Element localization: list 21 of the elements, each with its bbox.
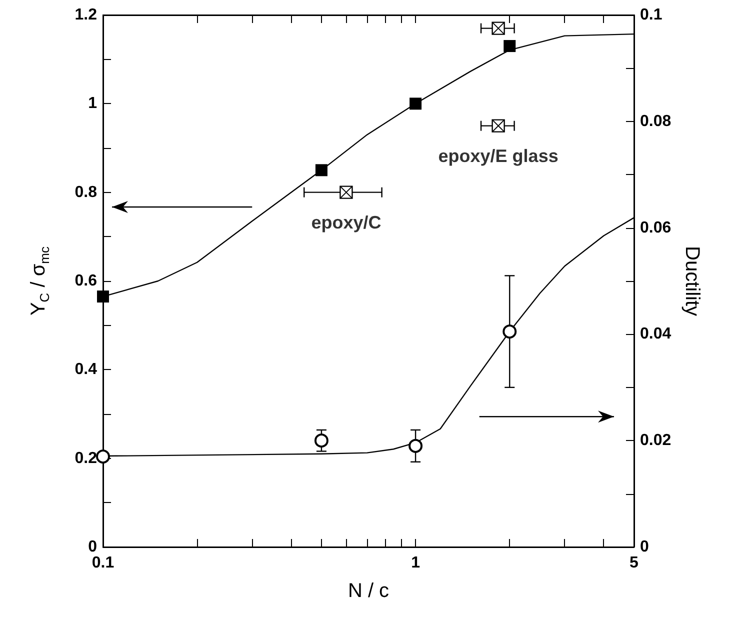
y-tick-label: 0	[88, 538, 98, 556]
y2-axis-title: Ductility	[681, 246, 704, 316]
y2-tick-label: 0.02	[640, 432, 672, 450]
y2-tick-label: 0.08	[640, 112, 672, 130]
y-tick-label: 0.8	[74, 184, 98, 201]
y2-tick-label: 0.04	[640, 326, 672, 343]
y-tick-label: 0.2	[74, 450, 98, 467]
series-label: epoxy/C	[311, 212, 382, 232]
y2-tick-label: 0.06	[640, 219, 672, 236]
y2-tick-label: 0.1	[640, 6, 662, 24]
y-tick-label: 1.2	[74, 6, 98, 24]
x-tick-label: 1	[411, 554, 420, 572]
y-tick-label: 1	[88, 95, 98, 112]
y-tick-label: 0.6	[74, 272, 98, 290]
y-axis-title: YC / σmc	[28, 246, 52, 316]
x-axis-title: N / c	[348, 580, 390, 602]
x-tick-label: 0.1	[92, 554, 114, 572]
series-label: epoxy/E glass	[438, 146, 558, 166]
y-tick-label: 0.4	[74, 361, 98, 378]
y2-tick-label: 0	[640, 538, 649, 556]
x-tick-label: 5	[630, 554, 639, 572]
